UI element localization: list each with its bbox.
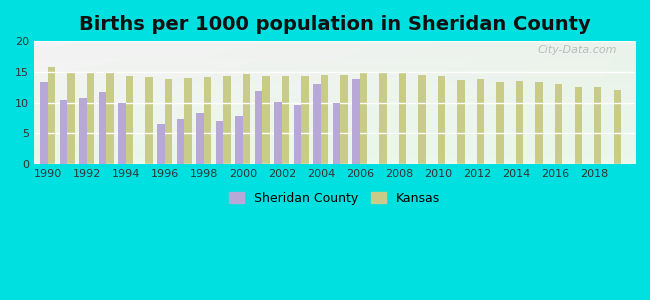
Bar (47, 67, 55, 164)
Bar (196, 112, 203, 164)
Bar (203, 77, 211, 164)
Bar (164, 79, 172, 164)
Bar (321, 75, 328, 164)
Bar (274, 102, 282, 164)
Bar (555, 84, 562, 164)
Text: City-Data.com: City-Data.com (538, 45, 617, 55)
Bar (263, 76, 270, 164)
Bar (458, 80, 465, 164)
Bar (60, 100, 67, 164)
Bar (40, 82, 47, 164)
Bar (118, 103, 125, 164)
Bar (106, 73, 114, 164)
Bar (313, 84, 321, 164)
Bar (380, 72, 387, 164)
Bar (67, 72, 75, 164)
Bar (177, 119, 184, 164)
Bar (352, 79, 360, 164)
Title: Births per 1000 population in Sheridan County: Births per 1000 population in Sheridan C… (79, 15, 590, 34)
Bar (614, 90, 621, 164)
Bar (157, 124, 164, 164)
Bar (282, 76, 289, 164)
Bar (419, 75, 426, 164)
Bar (86, 72, 94, 164)
Legend: Sheridan County, Kansas: Sheridan County, Kansas (224, 187, 445, 210)
Bar (216, 121, 223, 164)
Bar (223, 76, 231, 164)
Bar (333, 103, 341, 164)
Bar (99, 92, 106, 164)
Bar (302, 76, 309, 164)
Bar (243, 74, 250, 164)
Bar (477, 79, 484, 164)
Bar (125, 76, 133, 164)
Bar (438, 76, 445, 164)
Bar (516, 81, 523, 164)
Bar (255, 91, 263, 164)
Bar (536, 82, 543, 164)
Bar (575, 87, 582, 164)
Bar (235, 116, 243, 164)
Bar (79, 98, 86, 164)
Bar (341, 75, 348, 164)
Bar (497, 82, 504, 164)
Bar (399, 73, 406, 164)
Bar (145, 77, 153, 164)
Bar (360, 72, 367, 164)
Bar (294, 104, 302, 164)
Bar (594, 87, 601, 164)
Bar (184, 78, 192, 164)
